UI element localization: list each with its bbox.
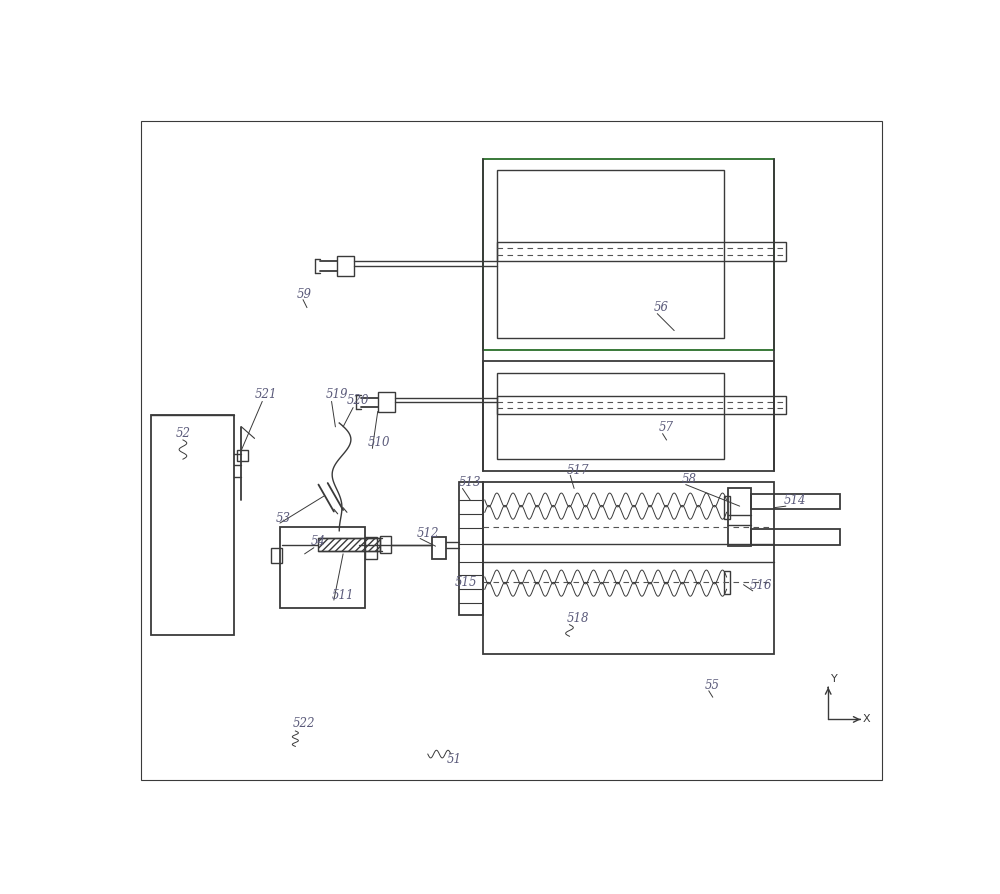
Bar [497,396,786,414]
Bar [751,529,840,544]
Bar [497,373,724,460]
Bar [483,159,774,350]
Bar [280,527,365,608]
Bar [724,571,730,594]
Text: 58: 58 [682,473,697,486]
Bar [318,538,380,551]
Text: 515: 515 [455,577,477,589]
Text: 510: 510 [368,436,390,449]
Bar [728,488,751,546]
Bar [380,536,391,553]
Text: 517: 517 [566,464,589,477]
Text: 518: 518 [566,611,589,625]
Bar [751,493,840,510]
Text: Y: Y [831,674,837,685]
Text: 51: 51 [447,754,462,766]
Bar [151,416,234,635]
Text: 53: 53 [275,511,290,525]
Bar [337,256,354,276]
Bar [237,450,248,460]
Text: 516: 516 [750,578,772,592]
Text: 511: 511 [332,588,354,602]
Text: 59: 59 [297,288,312,301]
Bar [483,482,774,654]
Bar [459,482,483,615]
Text: 519: 519 [326,388,349,401]
Bar [271,548,282,563]
Bar [724,496,730,519]
Bar [365,537,377,559]
Text: 512: 512 [416,527,439,540]
Bar [497,242,786,261]
Text: 522: 522 [293,717,316,730]
Text: 52: 52 [175,426,190,440]
Text: 55: 55 [705,679,720,692]
Text: 520: 520 [347,393,369,407]
Bar [483,361,774,471]
Text: 57: 57 [659,421,674,434]
Text: 54: 54 [311,535,326,548]
Text: 514: 514 [784,493,806,507]
Text: 513: 513 [459,477,481,489]
Bar [497,171,724,338]
Bar [432,537,446,559]
Text: 56: 56 [653,301,668,315]
Text: 521: 521 [255,388,277,401]
Text: X: X [863,713,870,724]
Bar [378,392,395,412]
